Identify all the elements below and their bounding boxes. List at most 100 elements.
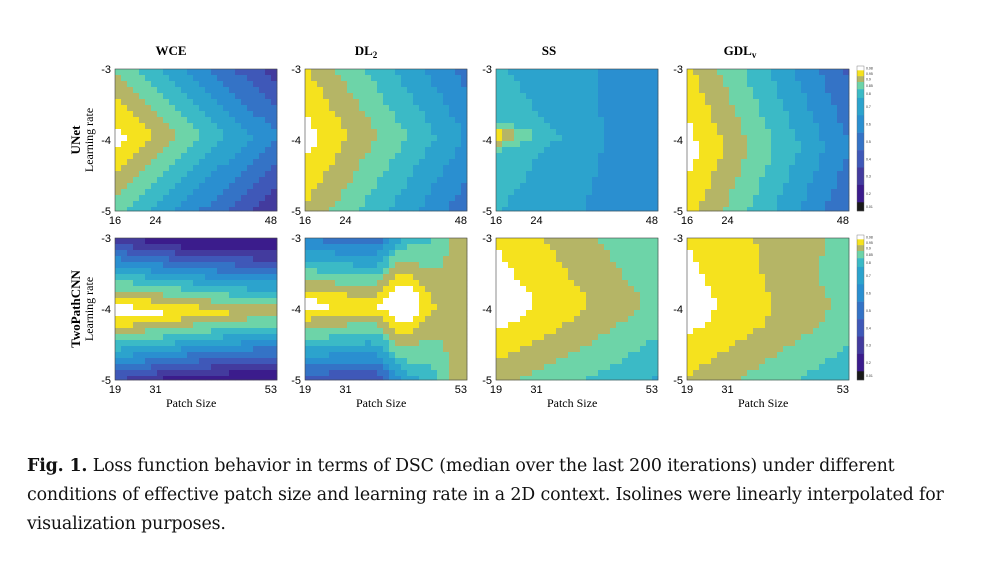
- heatmap-cell: [127, 298, 134, 305]
- x-tick-label: 31: [149, 384, 161, 396]
- heatmap-cell: [753, 268, 760, 275]
- heatmap-cell: [437, 117, 444, 124]
- heatmap-cell: [717, 99, 724, 106]
- heatmap-cell: [431, 304, 438, 311]
- heatmap-cell: [598, 165, 605, 172]
- heatmap-cell: [169, 153, 176, 160]
- heatmap-cell: [831, 147, 838, 154]
- heatmap-cell: [163, 334, 170, 341]
- heatmap-cell: [229, 370, 236, 377]
- heatmap-cell: [401, 286, 408, 293]
- heatmap-cell: [550, 304, 557, 311]
- heatmap-cell: [419, 129, 426, 136]
- x-tick-label: 16: [681, 215, 693, 227]
- y-tick-label: -5: [482, 206, 492, 218]
- heatmap-cell: [610, 370, 617, 377]
- heatmap-cell: [508, 123, 515, 130]
- heatmap-cell: [610, 376, 617, 381]
- heatmap-cell: [759, 183, 766, 190]
- heatmap-cell: [443, 141, 450, 148]
- heatmap-cell: [837, 298, 844, 305]
- heatmap-cell: [335, 280, 342, 287]
- heatmap-cell: [777, 268, 784, 275]
- heatmap-cell: [365, 207, 372, 212]
- heatmap-cell: [729, 111, 736, 118]
- heatmap-cell: [271, 340, 278, 347]
- heatmap-cell: [305, 328, 312, 335]
- heatmap-cell: [574, 334, 581, 341]
- heatmap-cell: [789, 201, 796, 208]
- heatmap-cell: [365, 135, 372, 142]
- heatmap-cell: [508, 81, 515, 88]
- heatmap-cell: [389, 322, 396, 329]
- heatmap-cell: [365, 153, 372, 160]
- heatmap-cell: [592, 201, 599, 208]
- heatmap-cell: [449, 189, 456, 196]
- heatmap-cell: [145, 159, 152, 166]
- heatmap-cell: [508, 292, 515, 299]
- heatmap-cell: [514, 358, 521, 365]
- heatmap-cell: [347, 171, 354, 178]
- heatmap-cell: [771, 280, 778, 287]
- heatmap-cell: [723, 262, 730, 269]
- heatmap-cell: [407, 286, 414, 293]
- heatmap-cell: [265, 153, 272, 160]
- heatmap-cell: [431, 340, 438, 347]
- heatmap-cell: [127, 141, 134, 148]
- heatmap-cell: [419, 274, 426, 281]
- heatmap-cell: [544, 183, 551, 190]
- heatmap-cell: [556, 352, 563, 359]
- heatmap-cell: [753, 141, 760, 148]
- heatmap-cell: [217, 129, 224, 136]
- heatmap-cell: [765, 280, 772, 287]
- heatmap-cell: [383, 292, 390, 299]
- heatmap-cell: [341, 207, 348, 212]
- heatmap-cell: [335, 346, 342, 353]
- heatmap-cell: [163, 93, 170, 100]
- heatmap-cell: [389, 340, 396, 347]
- heatmap-cell: [616, 292, 623, 299]
- heatmap-cell: [711, 244, 718, 251]
- heatmap-cell: [317, 322, 324, 329]
- heatmap-cell: [717, 262, 724, 269]
- heatmap-cell: [121, 81, 128, 88]
- heatmap-cell: [514, 189, 521, 196]
- heatmap-cell: [347, 316, 354, 323]
- heatmap-cell: [777, 165, 784, 172]
- heatmap-cell: [568, 177, 575, 184]
- heatmap-cell: [323, 334, 330, 341]
- heatmap-cell: [532, 328, 539, 335]
- heatmap-cell: [205, 340, 212, 347]
- heatmap-cell: [365, 346, 372, 353]
- heatmap-cell: [139, 262, 146, 269]
- heatmap-cell: [443, 292, 450, 299]
- heatmap-cell: [223, 274, 230, 281]
- heatmap-cell: [622, 123, 629, 130]
- heatmap-cell: [604, 262, 611, 269]
- heatmap-cell: [377, 147, 384, 154]
- heatmap-cell: [193, 250, 200, 257]
- heatmap-cell: [449, 328, 456, 335]
- heatmap-cell: [538, 171, 545, 178]
- heatmap-cell: [347, 274, 354, 281]
- heatmap-cell: [843, 262, 850, 269]
- heatmap-cell: [837, 268, 844, 275]
- heatmap-cell: [317, 159, 324, 166]
- heatmap-cell: [550, 316, 557, 323]
- heatmap-cell: [229, 93, 236, 100]
- heatmap-cell: [598, 370, 605, 377]
- heatmap-cell: [259, 99, 266, 106]
- heatmap-cell: [145, 165, 152, 172]
- heatmap-cell: [455, 129, 462, 136]
- heatmap-cell: [121, 153, 128, 160]
- heatmap-cell: [747, 262, 754, 269]
- heatmap-cell: [538, 328, 545, 335]
- heatmap-cell: [538, 207, 545, 212]
- heatmap-cell: [265, 99, 272, 106]
- heatmap-cell: [813, 93, 820, 100]
- heatmap-cell: [443, 117, 450, 124]
- heatmap-cell: [455, 316, 462, 323]
- heatmap-cell: [341, 165, 348, 172]
- heatmap-cell: [783, 244, 790, 251]
- heatmap-cell: [598, 201, 605, 208]
